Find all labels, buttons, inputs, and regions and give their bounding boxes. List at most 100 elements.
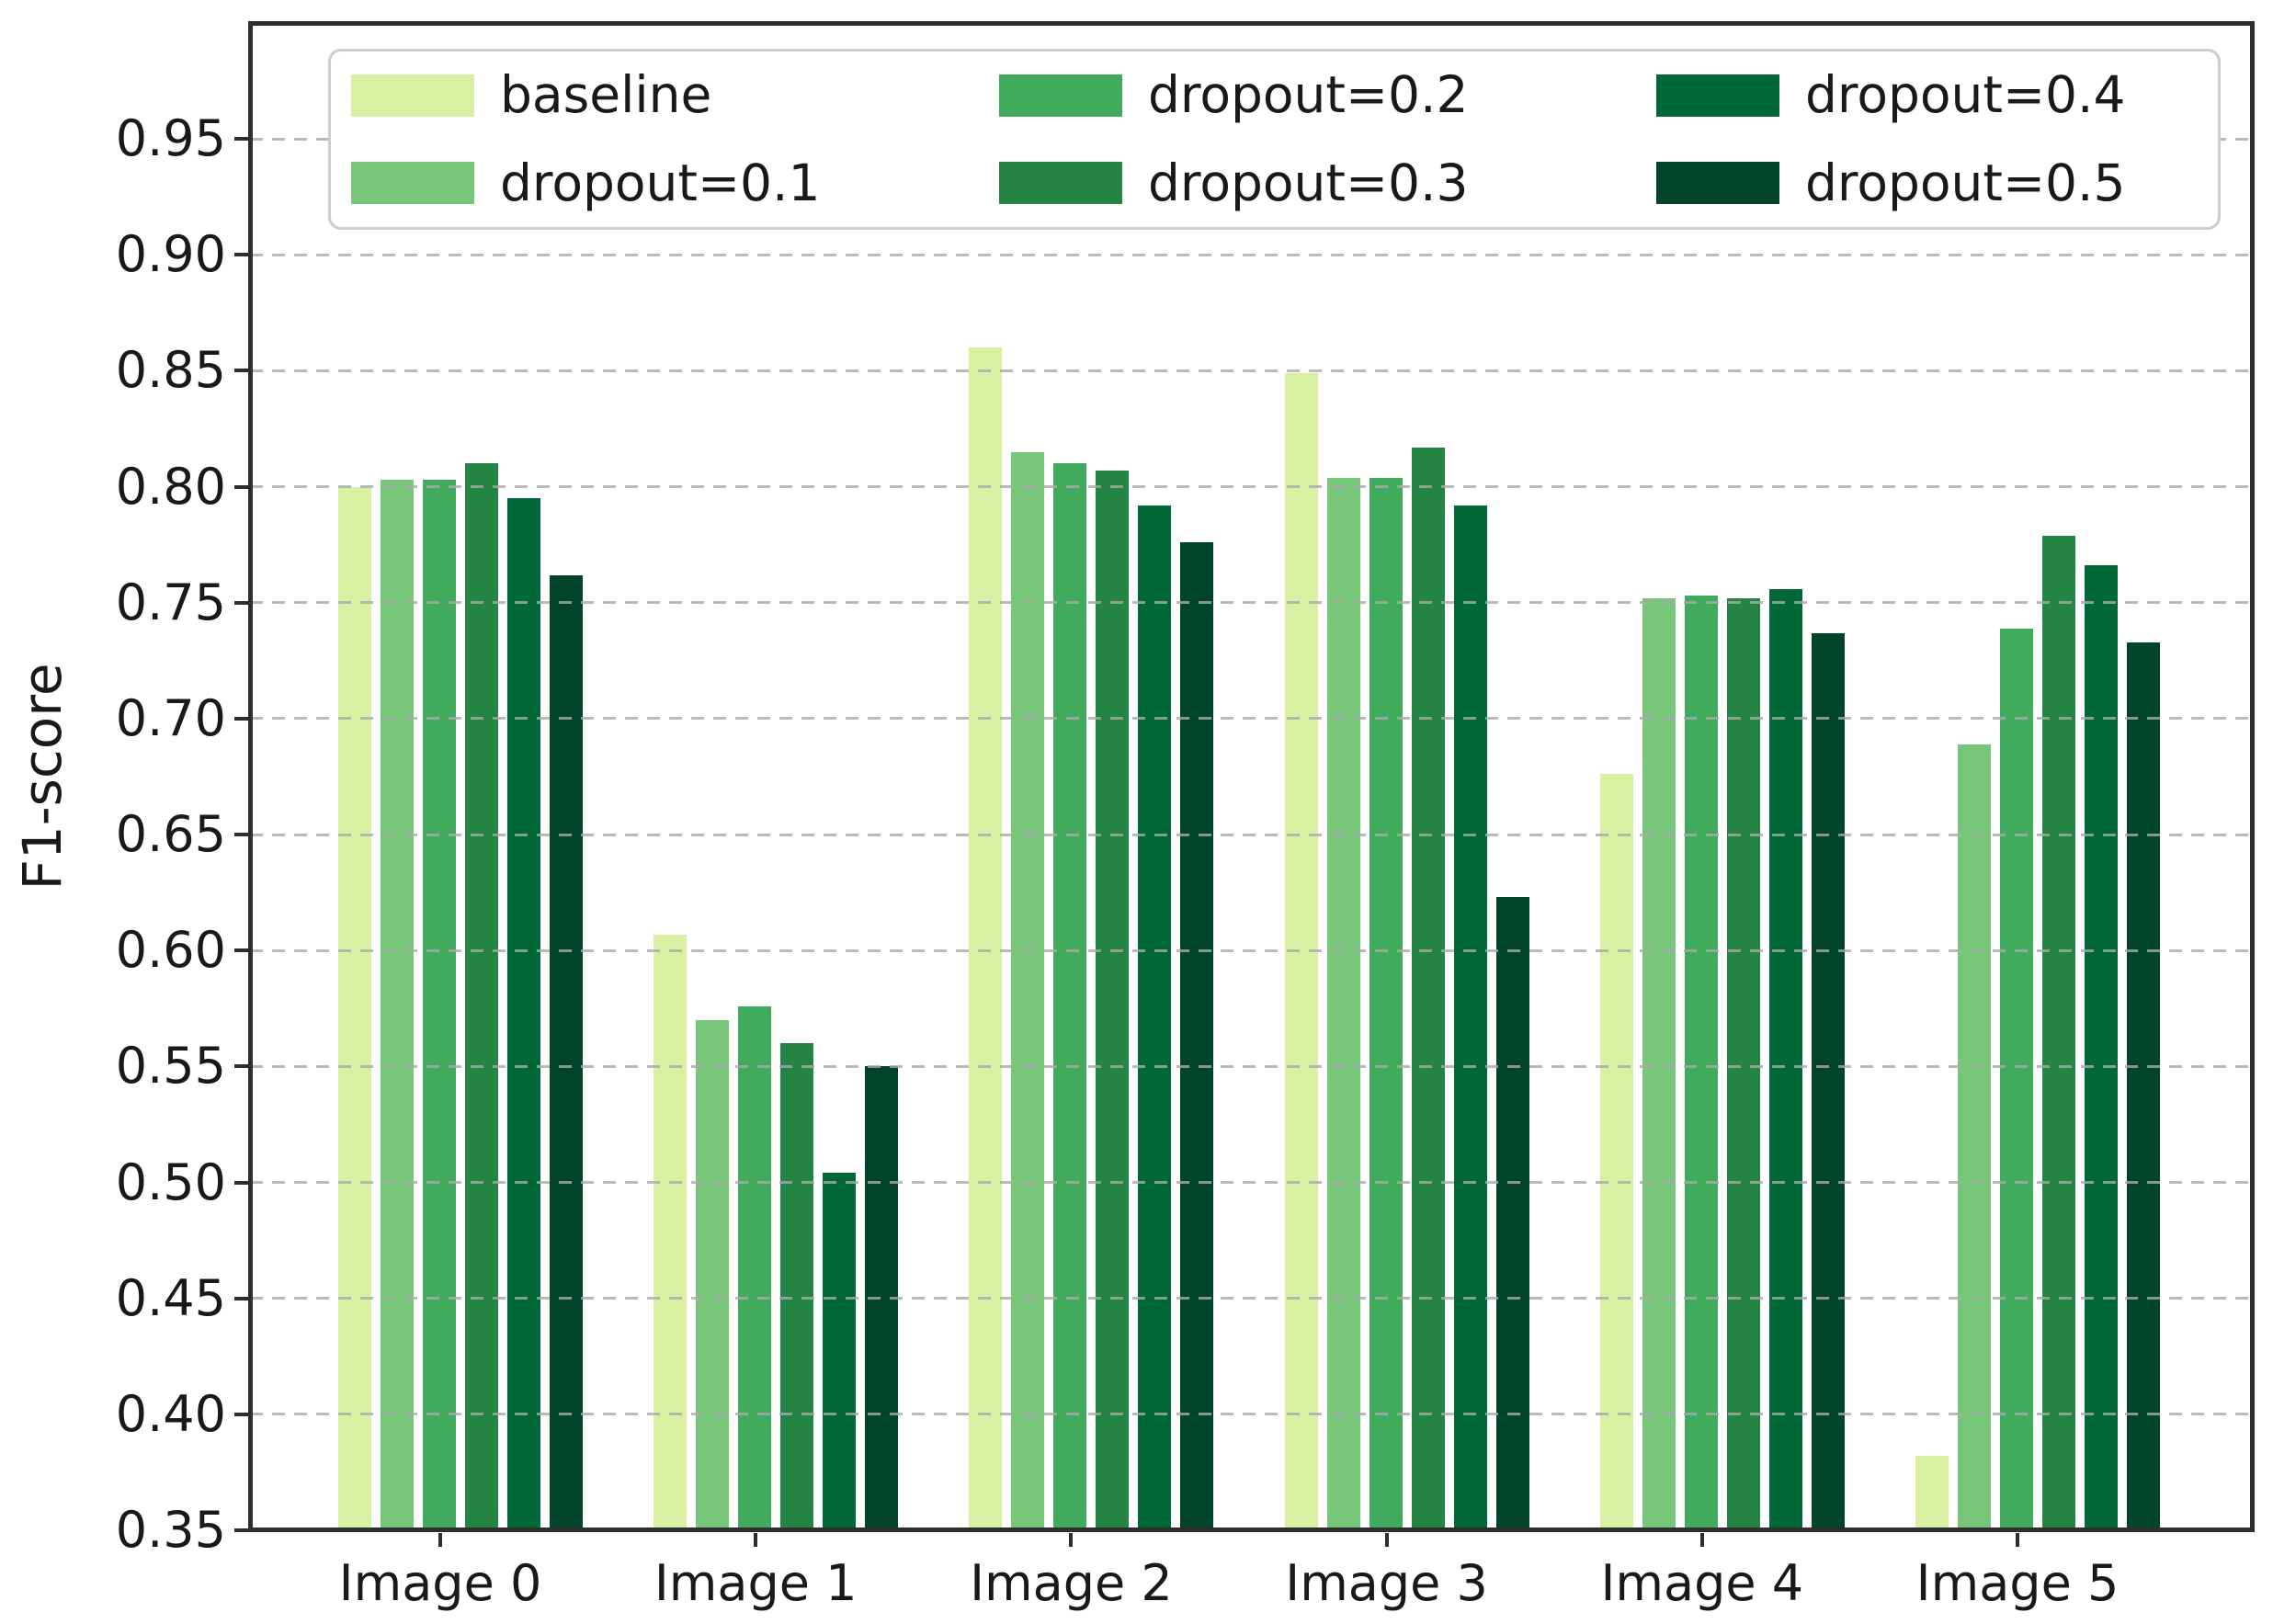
legend-label-dropout-0.2: dropout=0.2 (1148, 65, 1469, 125)
legend-item-dropout-0.3: dropout=0.3 (999, 153, 1656, 212)
bar-image-5-baseline (1915, 1456, 1949, 1530)
bar-image-2-dropout-0.2 (1053, 463, 1087, 1530)
bar-image-4-dropout-0.4 (1768, 588, 1802, 1530)
y-tick-mark-0.50 (234, 1180, 248, 1185)
bar-image-1-dropout-0.2 (738, 1005, 772, 1530)
x-tick-mark-image-5 (2016, 1533, 2019, 1547)
legend-label-dropout-0.4: dropout=0.4 (1805, 65, 2126, 125)
y-tick-label-0.80: 0.80 (115, 457, 226, 516)
gridline-0.45 (250, 1297, 2253, 1300)
y-tick-label-0.50: 0.50 (115, 1153, 226, 1211)
legend-swatch-icon-dropout-0.4 (1656, 74, 1779, 117)
bar-image-2-dropout-0.4 (1138, 505, 1172, 1530)
gridline-0.85 (250, 369, 2253, 372)
x-tick-label-image-0: Image 0 (338, 1554, 542, 1612)
bar-image-4-dropout-0.1 (1642, 597, 1676, 1530)
y-tick-label-0.65: 0.65 (115, 805, 226, 864)
y-tick-mark-0.75 (234, 600, 248, 605)
gridline-0.50 (250, 1181, 2253, 1185)
legend-item-baseline: baseline (351, 70, 999, 120)
legend-label-dropout-0.3: dropout=0.3 (1148, 153, 1469, 212)
bar-image-3-dropout-0.3 (1411, 447, 1445, 1530)
plot-area: 0.35 0.40 0.45 0.50 0.55 0.60 0.65 0.70 0.75 0.80… (116, 21, 2255, 1610)
legend-swatch-icon-dropout-0.1 (351, 162, 474, 205)
x-tick-mark-image-3 (1384, 1533, 1389, 1547)
legend-item-dropout-0.1: dropout=0.1 (351, 153, 999, 212)
bar-image-4-baseline (1599, 774, 1633, 1530)
bar-image-2-dropout-0.1 (1011, 451, 1045, 1530)
y-tick-label-0.95: 0.95 (115, 109, 226, 168)
bar-image-4-dropout-0.3 (1726, 597, 1760, 1530)
y-tick-label-0.40: 0.40 (115, 1384, 226, 1443)
gridline-0.75 (250, 601, 2253, 605)
y-tick-mark-0.95 (234, 137, 248, 142)
x-tick-label-image-2: Image 2 (970, 1554, 1173, 1612)
x-tick-mark-image-1 (754, 1533, 758, 1547)
bar-image-3-dropout-0.2 (1369, 477, 1403, 1530)
bar-image-1-baseline (653, 934, 688, 1530)
gridline-0.40 (250, 1413, 2253, 1416)
bar-image-3-dropout-0.1 (1326, 477, 1360, 1530)
legend-item-dropout-0.5: dropout=0.5 (1656, 153, 2218, 212)
legend-label-dropout-0.1: dropout=0.1 (500, 153, 821, 212)
bar-image-5-dropout-0.4 (2085, 565, 2118, 1530)
gridline-0.55 (250, 1064, 2253, 1068)
legend-label-baseline: baseline (500, 65, 712, 125)
bar-image-0-dropout-0.3 (465, 463, 498, 1530)
legend-swatch-icon-baseline (351, 74, 474, 117)
bar-image-0-dropout-0.1 (381, 480, 414, 1530)
y-tick-label-0.90: 0.90 (115, 225, 226, 284)
y-tick-mark-0.55 (234, 1064, 248, 1069)
y-tick-mark-0.65 (234, 833, 248, 837)
bar-image-4-dropout-0.2 (1684, 596, 1718, 1530)
gridline-0.70 (250, 717, 2253, 721)
bar-image-0-dropout-0.2 (423, 480, 456, 1530)
bar-image-0-baseline (338, 486, 371, 1530)
y-tick-mark-0.80 (234, 484, 248, 489)
y-tick-label-0.60: 0.60 (115, 921, 226, 980)
bar-image-5-dropout-0.3 (2042, 535, 2075, 1530)
bar-image-3-dropout-0.5 (1495, 897, 1529, 1530)
x-tick-label-image-1: Image 1 (653, 1554, 858, 1612)
bar-image-5-dropout-0.1 (1958, 744, 1991, 1530)
bar-image-2-baseline (969, 347, 1003, 1530)
y-tick-mark-0.85 (234, 369, 248, 373)
y-tick-mark-0.70 (234, 716, 248, 721)
y-tick-mark-0.90 (234, 253, 248, 257)
y-tick-mark-0.40 (234, 1412, 248, 1416)
bar-image-1-dropout-0.3 (780, 1043, 814, 1530)
y-tick-label-0.85: 0.85 (115, 341, 226, 400)
y-tick-label-0.70: 0.70 (115, 688, 226, 747)
gridline-0.65 (250, 833, 2253, 836)
bar-image-0-dropout-0.4 (507, 498, 540, 1530)
gridline-0.60 (250, 948, 2253, 952)
x-tick-label-image-3: Image 3 (1285, 1554, 1488, 1612)
x-tick-label-image-5: Image 5 (1915, 1554, 2120, 1612)
x-tick-mark-image-0 (438, 1533, 442, 1547)
bar-image-1-dropout-0.4 (823, 1173, 857, 1530)
x-tick-label-image-4: Image 4 (1600, 1554, 1804, 1612)
x-tick-mark-image-4 (1699, 1533, 1704, 1547)
y-tick-mark-0.60 (234, 948, 248, 953)
gridline-0.90 (250, 253, 2253, 256)
bar-image-2-dropout-0.5 (1180, 542, 1214, 1530)
legend-item-dropout-0.4: dropout=0.4 (1656, 70, 2218, 120)
y-tick-label-0.45: 0.45 (115, 1268, 226, 1327)
legend-item-dropout-0.2: dropout=0.2 (999, 70, 1656, 120)
y-tick-label-0.35: 0.35 (115, 1501, 226, 1559)
bar-image-4-dropout-0.5 (1811, 632, 1845, 1530)
legend-swatch-icon-dropout-0.2 (999, 74, 1122, 117)
x-tick-mark-image-2 (1069, 1533, 1074, 1547)
bar-image-2-dropout-0.3 (1096, 470, 1130, 1530)
y-tick-label-0.75: 0.75 (115, 573, 226, 631)
legend-swatch-icon-dropout-0.3 (999, 162, 1122, 205)
gridline-0.80 (250, 485, 2253, 489)
legend-label-dropout-0.5: dropout=0.5 (1805, 153, 2126, 212)
bar-image-5-dropout-0.5 (2127, 642, 2160, 1530)
legend-swatch-icon-dropout-0.5 (1656, 162, 1779, 205)
bar-image-1-dropout-0.1 (696, 1019, 730, 1530)
bar-image-5-dropout-0.2 (2000, 628, 2033, 1530)
y-tick-label-0.55: 0.55 (115, 1037, 226, 1096)
bar-image-0-dropout-0.5 (550, 574, 583, 1530)
